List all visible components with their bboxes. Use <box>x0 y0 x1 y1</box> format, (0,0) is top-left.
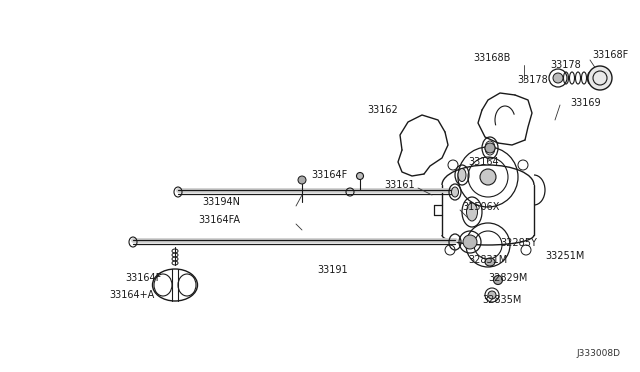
Text: 32831M: 32831M <box>468 255 508 265</box>
Text: 33169: 33169 <box>570 98 600 108</box>
Ellipse shape <box>493 276 502 285</box>
Text: 33168F: 33168F <box>592 50 628 60</box>
Circle shape <box>298 176 306 184</box>
Text: 33164FA: 33164FA <box>198 215 240 225</box>
Text: 32835M: 32835M <box>482 295 522 305</box>
Text: 33251M: 33251M <box>545 251 584 261</box>
Circle shape <box>480 169 496 185</box>
Text: 33164F: 33164F <box>312 170 348 180</box>
Text: 31506X: 31506X <box>462 202 499 212</box>
Circle shape <box>588 66 612 90</box>
Text: 32829M: 32829M <box>488 273 527 283</box>
Text: 33161: 33161 <box>385 180 415 190</box>
Circle shape <box>485 143 495 153</box>
Text: 33168B: 33168B <box>474 53 511 63</box>
Circle shape <box>488 291 496 299</box>
Ellipse shape <box>356 173 364 180</box>
Text: 33178: 33178 <box>517 75 548 85</box>
Text: 33164+A: 33164+A <box>109 290 155 300</box>
Text: 33162: 33162 <box>367 105 398 115</box>
Text: 33194N: 33194N <box>202 197 240 207</box>
Ellipse shape <box>458 169 466 182</box>
Text: J333008D: J333008D <box>576 349 620 358</box>
Circle shape <box>553 73 563 83</box>
Text: 33178: 33178 <box>550 60 581 70</box>
Text: 32285Y: 32285Y <box>500 238 537 248</box>
Text: 33191: 33191 <box>317 265 348 275</box>
Ellipse shape <box>467 203 477 221</box>
Ellipse shape <box>451 187 458 197</box>
Circle shape <box>463 235 477 249</box>
Ellipse shape <box>485 258 495 266</box>
Text: 33164F: 33164F <box>125 273 162 283</box>
Text: 33164: 33164 <box>468 157 499 167</box>
